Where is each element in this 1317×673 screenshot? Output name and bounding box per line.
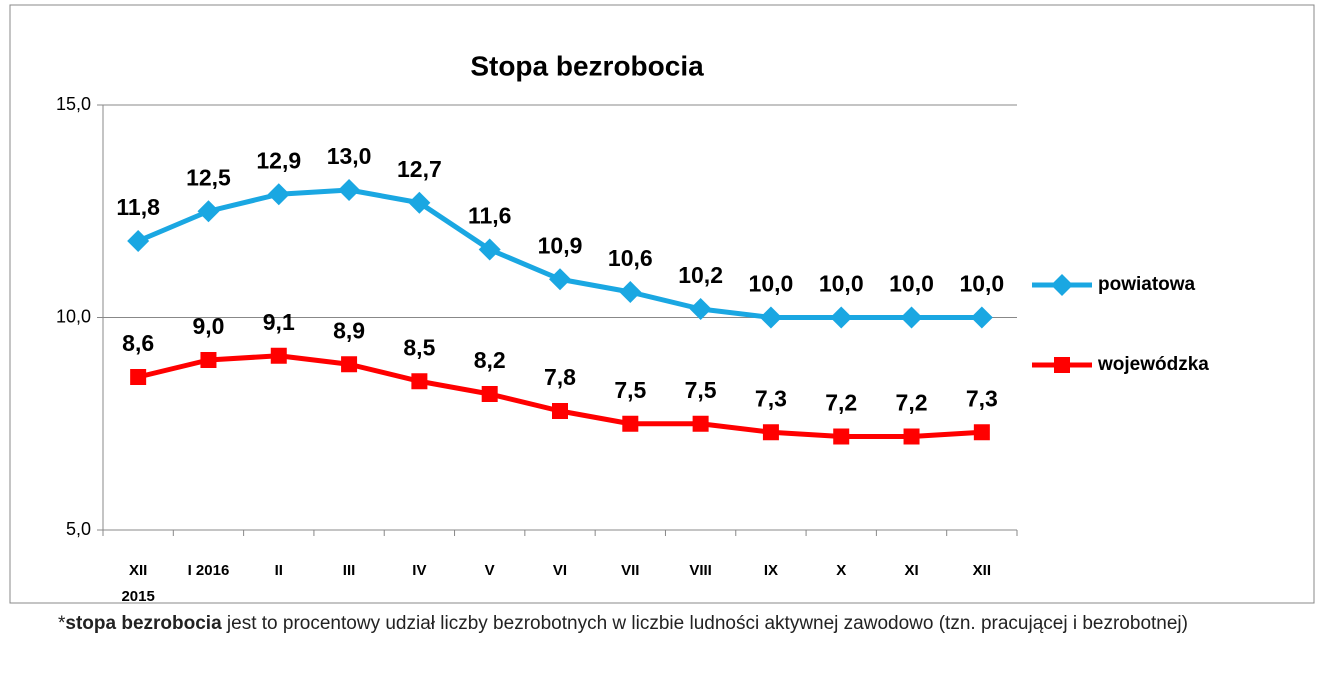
data-label: 7,2 (896, 390, 928, 416)
x-tick-label: III (342, 562, 356, 579)
point (552, 403, 568, 419)
footnote-term: stopa bezrobocia (65, 613, 222, 634)
point (830, 306, 853, 329)
data-label: 10,6 (608, 245, 653, 271)
x-tick-label: I 2016 (187, 562, 230, 579)
point (130, 369, 147, 385)
legend-label: powiatowa (1098, 274, 1196, 295)
data-label: 10,0 (889, 271, 934, 297)
data-label: 8,6 (122, 330, 154, 356)
data-label: 7,3 (966, 385, 998, 411)
point (200, 352, 217, 368)
data-label: 11,6 (468, 203, 512, 229)
data-label: 10,9 (538, 232, 583, 258)
legend-label: wojewódzka (1097, 354, 1209, 375)
x-tick-label: XII 2015 (121, 562, 155, 605)
point (833, 428, 850, 445)
data-label: 8,2 (474, 347, 506, 373)
y-tick-label: 5,0 (66, 519, 91, 539)
data-label: 12,9 (256, 147, 301, 173)
data-label: 10,2 (678, 262, 723, 288)
data-label: 7,5 (685, 377, 717, 403)
point (619, 281, 642, 303)
point (267, 183, 290, 206)
data-label: 9,1 (263, 309, 295, 335)
data-label: 10,0 (749, 271, 794, 297)
chart-border (9, 4, 1315, 604)
x-tick-label: VII (621, 562, 640, 579)
data-label: 8,9 (333, 317, 365, 343)
x-tick-label: XII (972, 562, 992, 579)
chart-title: Stopa bezrobocia (470, 50, 704, 81)
data-label: 8,5 (403, 334, 435, 360)
y-tick-label: 10,0 (56, 306, 91, 326)
data-label: 10,0 (959, 271, 1004, 297)
data-label: 7,8 (544, 364, 576, 390)
point (549, 268, 571, 291)
data-label: 7,5 (614, 377, 646, 403)
point (270, 347, 287, 364)
point (762, 424, 779, 441)
data-label: 7,2 (825, 390, 857, 416)
point (197, 200, 220, 223)
x-tick-label: IX (763, 562, 779, 579)
data-label: 12,5 (186, 164, 231, 190)
data-label: 10,0 (819, 271, 864, 297)
x-tick-label: II (274, 562, 283, 579)
point (411, 373, 428, 390)
point (759, 306, 782, 329)
legend-marker (1051, 274, 1073, 296)
point (127, 230, 150, 252)
point (900, 306, 923, 329)
footnote-prefix: * (58, 613, 66, 634)
x-tick-label: VI (552, 562, 568, 579)
point (481, 386, 498, 402)
point (903, 428, 920, 445)
data-label: 9,0 (192, 313, 224, 339)
data-label: 12,7 (397, 156, 442, 182)
data-label: 11,8 (116, 194, 160, 220)
data-label: 13,0 (327, 143, 372, 169)
legend-marker (1054, 357, 1070, 373)
point (341, 356, 358, 373)
point (408, 191, 431, 214)
point (970, 306, 993, 329)
x-tick-label: IV (412, 562, 427, 579)
footnote: *stopa bezrobocia jest to procentowy udz… (58, 610, 1218, 638)
footnote-text: jest to procentowy udział liczby bezrobo… (221, 613, 1188, 634)
x-tick-label: V (484, 562, 495, 579)
data-label: 7,3 (755, 385, 787, 411)
point (973, 424, 990, 441)
point (692, 415, 709, 432)
y-tick-label: 15,0 (56, 94, 91, 114)
point (689, 298, 712, 320)
point (478, 238, 501, 261)
x-tick-label: X (836, 562, 847, 579)
point (622, 415, 639, 432)
point (338, 179, 361, 201)
x-tick-label: VIII (689, 562, 712, 579)
x-tick-label: XI (904, 562, 919, 579)
